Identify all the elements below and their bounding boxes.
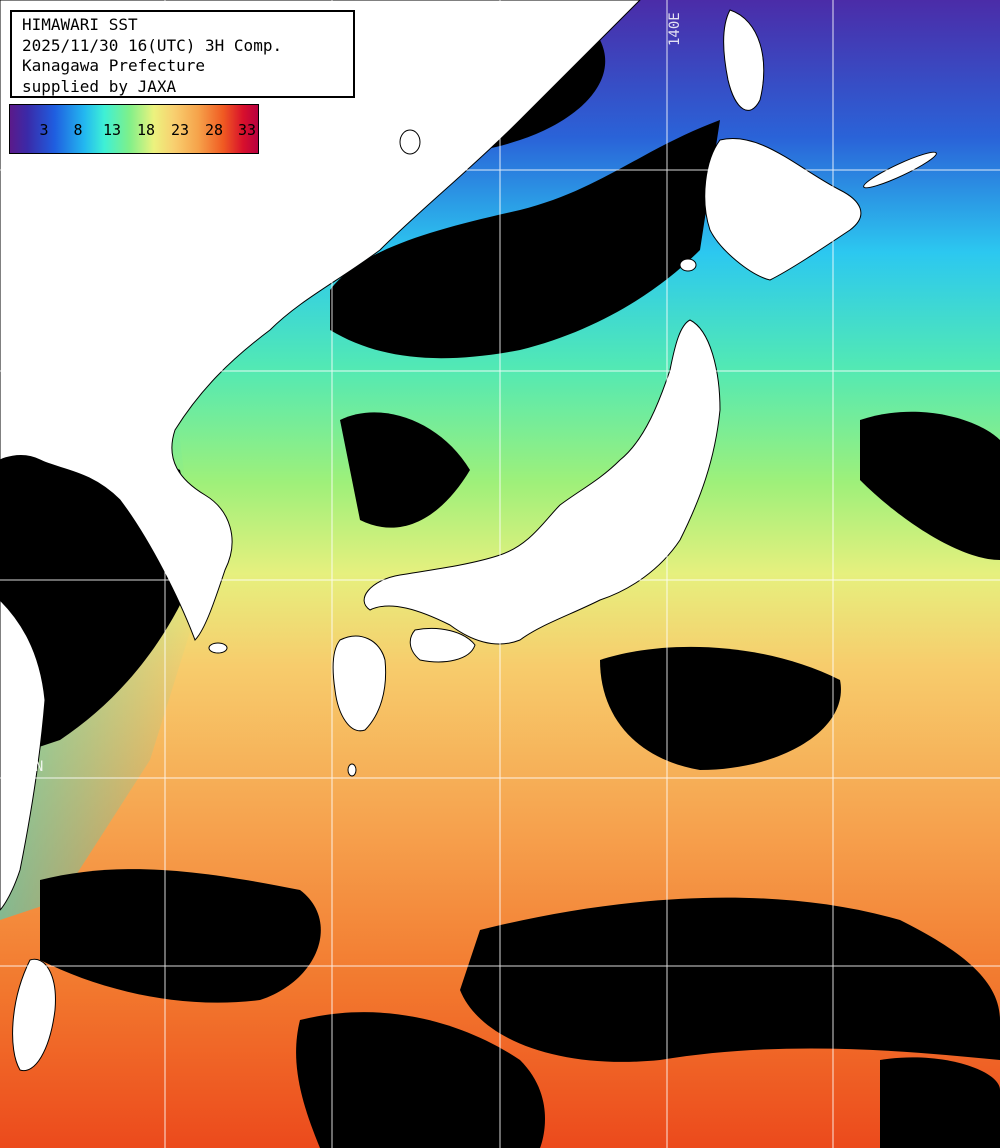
legend-tick: 28 [204,121,224,139]
info-region: Kanagawa Prefecture [22,56,206,75]
label-40n: 40N [18,352,44,368]
legend-tick: 13 [102,121,122,139]
land-island-oki [399,129,421,155]
info-credit: supplied by JAXA [22,76,177,96]
land-shikoku [409,627,476,663]
color-scale-legend: 3 8 13 18 23 28 33 [9,104,259,154]
label-30n: 30N [18,759,44,775]
land-honshu [363,319,721,645]
legend-tick: 23 [170,121,190,139]
land-kyushu [332,635,387,732]
land-island-jeju [208,642,228,654]
info-datetime: 2025/11/30 16(UTC) 3H Comp. [22,35,283,55]
land [0,0,937,1072]
legend-tick: 8 [73,121,83,139]
legend-tick: 33 [237,121,257,139]
legend-tick: 3 [39,121,49,139]
legend-tick: 18 [136,121,156,139]
land-taiwan [12,958,56,1072]
land-sakhalin [723,9,765,111]
land-china-coast [0,599,46,911]
land-island-tane [347,763,357,777]
label-140e: 140E [667,12,683,46]
info-box: HIMAWARI SST 2025/11/30 16(UTC) 3H Comp.… [10,10,355,98]
land-hokkaido [704,138,862,281]
info-title: HIMAWARI SST [22,15,138,34]
land-island-sado [679,258,697,272]
land-asia [0,0,641,641]
